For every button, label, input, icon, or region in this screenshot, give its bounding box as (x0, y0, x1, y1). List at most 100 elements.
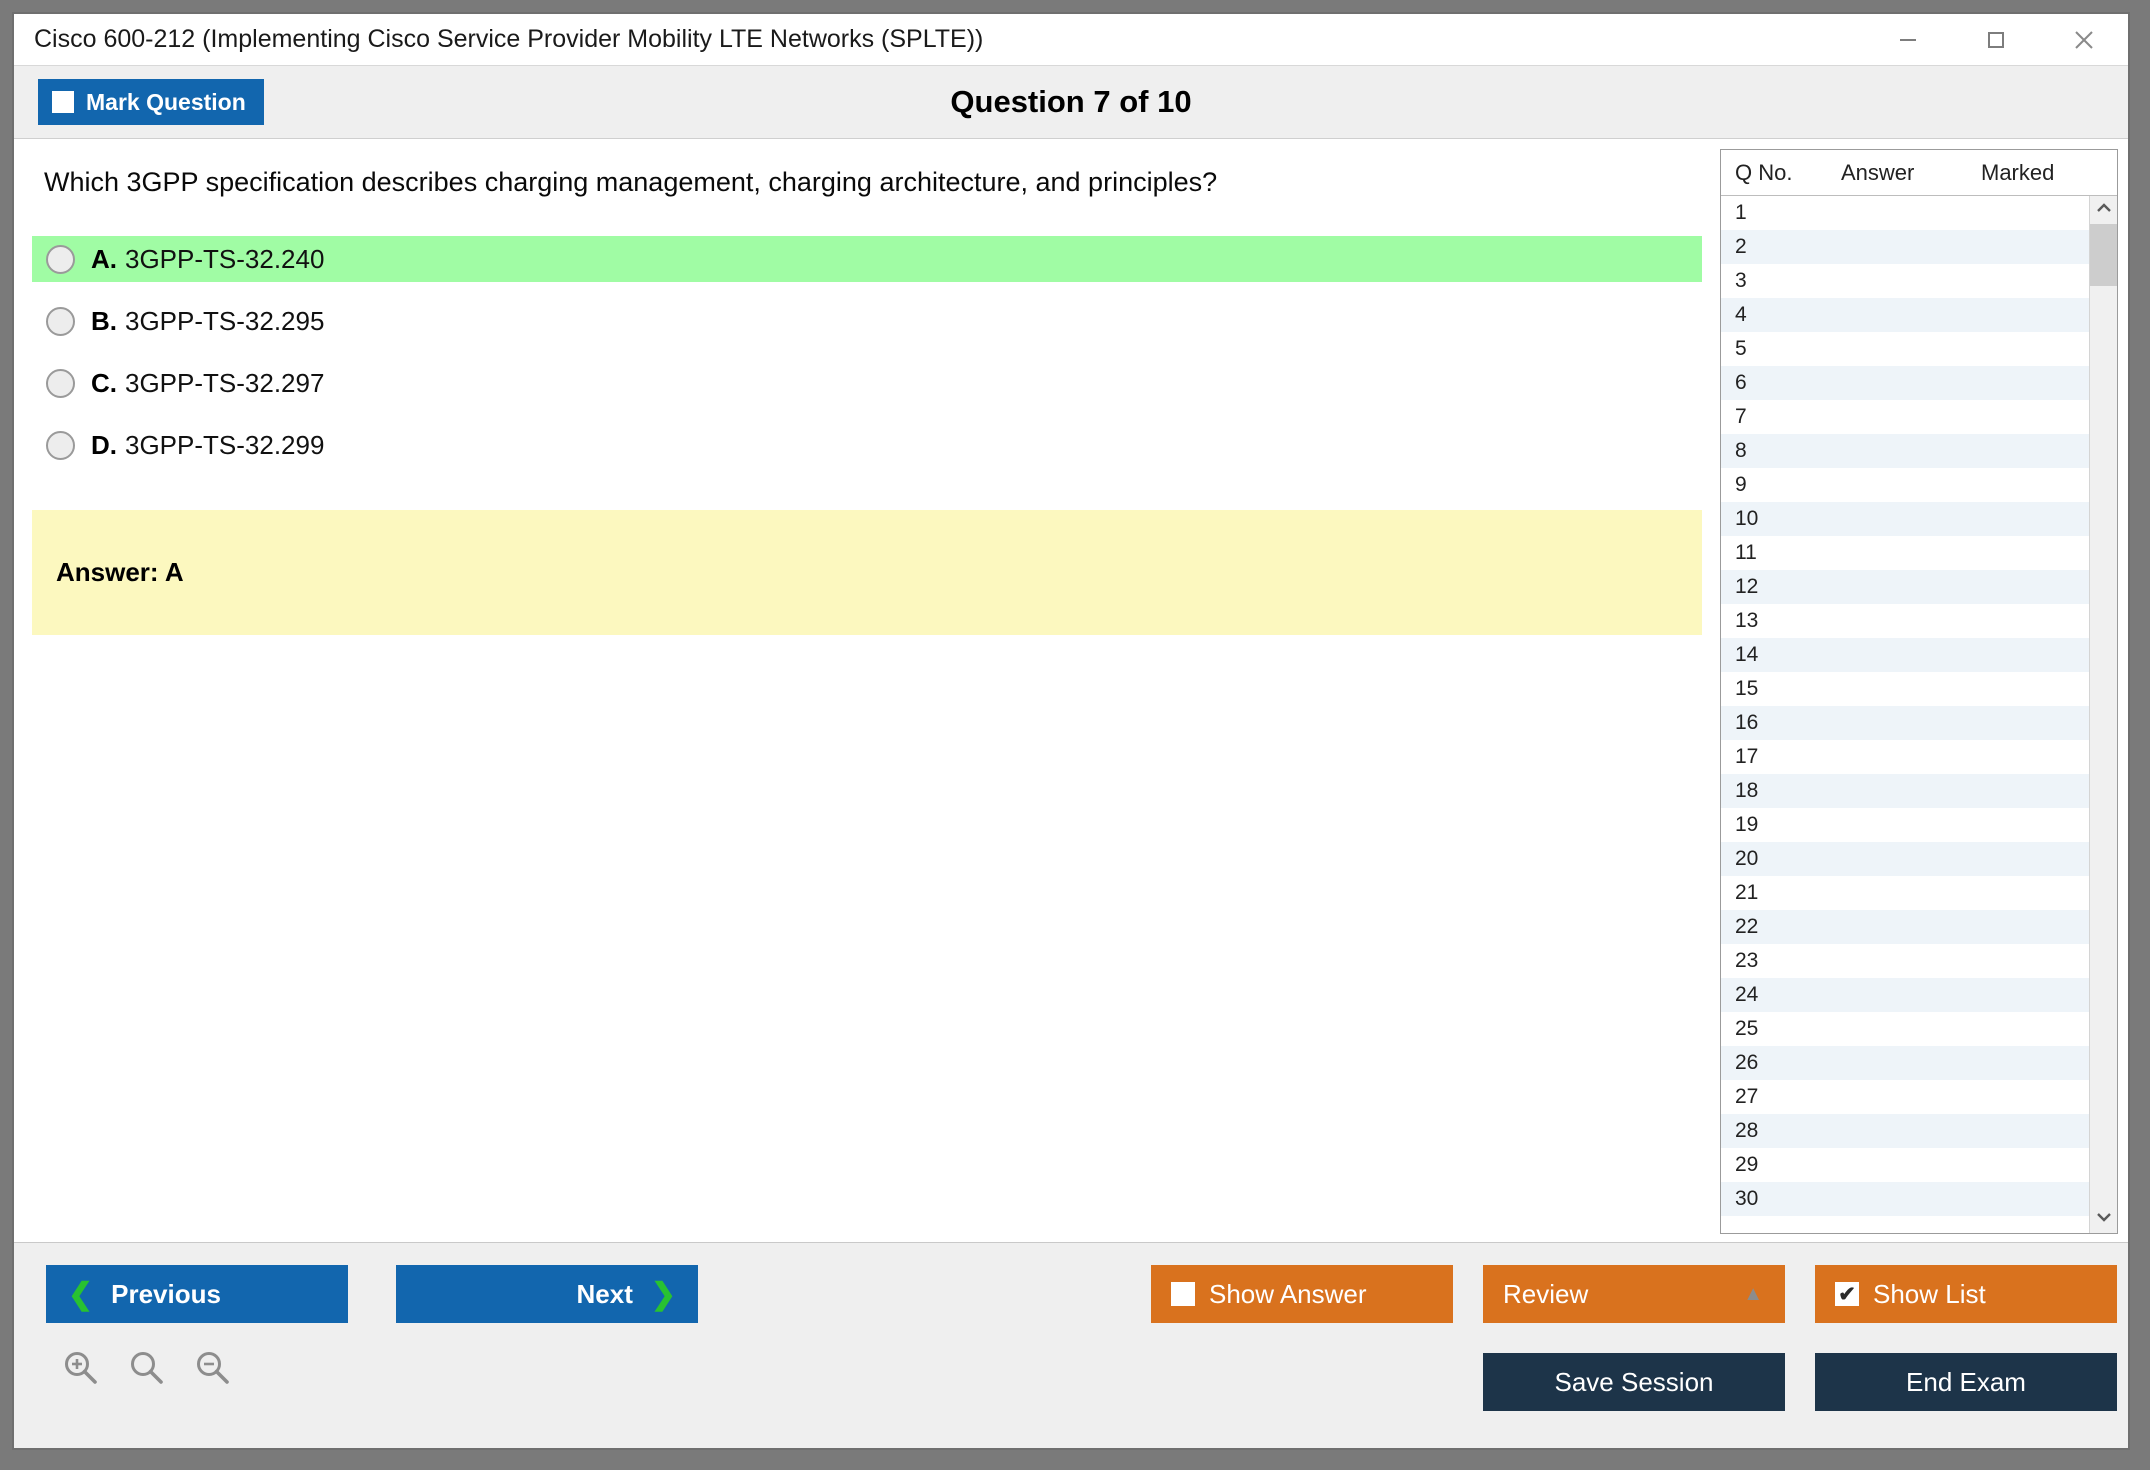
question-list-row[interactable]: 11 (1721, 536, 2089, 570)
question-list-row[interactable]: 19 (1721, 808, 2089, 842)
question-list-row[interactable]: 30 (1721, 1182, 2089, 1216)
minimize-button[interactable] (1864, 14, 1952, 65)
question-list-row[interactable]: 26 (1721, 1046, 2089, 1080)
radio-icon-c[interactable] (46, 368, 75, 398)
question-list-row[interactable]: 16 (1721, 706, 2089, 740)
question-list-row[interactable]: 10 (1721, 502, 2089, 536)
title-bar: Cisco 600-212 (Implementing Cisco Servic… (14, 14, 2128, 66)
previous-button[interactable]: ❮ Previous (46, 1265, 348, 1323)
close-button[interactable] (2040, 14, 2128, 65)
question-list-row[interactable]: 18 (1721, 774, 2089, 808)
scrollbar-thumb[interactable] (2090, 224, 2117, 286)
end-exam-button[interactable]: End Exam (1815, 1353, 2117, 1411)
question-pane: Which 3GPP specification describes charg… (14, 139, 1720, 1242)
question-list-header: Q No. Answer Marked (1721, 150, 2117, 196)
maximize-icon (1983, 27, 2009, 53)
scroll-down-button[interactable] (2090, 1205, 2117, 1233)
chevron-left-icon: ❮ (68, 1277, 94, 1311)
radio-icon-b[interactable] (46, 306, 75, 336)
option-letter-c: C. (91, 367, 117, 398)
option-text-b: 3GPP-TS-32.295 (125, 305, 325, 336)
body-area: Which 3GPP specification describes charg… (14, 138, 2128, 1242)
option-row-a[interactable]: A. 3GPP-TS-32.240 (32, 236, 1702, 283)
question-list-row[interactable]: 25 (1721, 1012, 2089, 1046)
question-list-row-qno: 8 (1735, 439, 1747, 462)
question-list-row-qno: 27 (1735, 1085, 1759, 1108)
question-list-row[interactable]: 1 (1721, 196, 2089, 230)
question-list-row[interactable]: 5 (1721, 332, 2089, 366)
question-list-row-qno: 5 (1735, 337, 1747, 360)
close-icon (2069, 25, 2099, 55)
question-list-row[interactable]: 17 (1721, 740, 2089, 774)
minimize-icon (1895, 27, 1921, 53)
question-list-row-qno: 1 (1735, 201, 1747, 224)
question-list-row[interactable]: 22 (1721, 910, 2089, 944)
question-list-row-qno: 19 (1735, 813, 1759, 836)
question-list-row[interactable]: 8 (1721, 434, 2089, 468)
question-list-row[interactable]: 13 (1721, 604, 2089, 638)
question-list-row-qno: 21 (1735, 881, 1759, 904)
question-list-scrollbar[interactable] (2089, 196, 2117, 1233)
exam-window: Cisco 600-212 (Implementing Cisco Servic… (12, 12, 2130, 1450)
show-answer-button[interactable]: Show Answer (1151, 1265, 1453, 1323)
question-list-panel: Q No. Answer Marked 1 2 3 4 5 6 7 8 9 10 11 12 13 14 1… (1720, 149, 2118, 1234)
next-button[interactable]: Next ❯ (396, 1265, 698, 1323)
question-list-row[interactable]: 14 (1721, 638, 2089, 672)
question-list-row[interactable]: 15 (1721, 672, 2089, 706)
chevron-down-icon (2096, 1210, 2112, 1228)
checkmark-icon: ✔ (1838, 1282, 1856, 1306)
show-list-checkbox-icon[interactable]: ✔ (1835, 1282, 1859, 1306)
footer-toolbar: ❮ Previous Next ❯ Show Answer Review ▲ ✔… (14, 1242, 2128, 1448)
scrollbar-track[interactable] (2090, 224, 2117, 1205)
zoom-out-icon[interactable] (194, 1349, 232, 1387)
maximize-button[interactable] (1952, 14, 2040, 65)
save-session-button[interactable]: Save Session (1483, 1353, 1785, 1411)
option-letter-d: D. (91, 429, 117, 460)
answer-text: Answer: A (56, 557, 184, 588)
mark-question-checkbox-icon[interactable] (52, 91, 74, 113)
option-letter-b: B. (91, 305, 117, 336)
option-row-c[interactable]: C. 3GPP-TS-32.297 (32, 360, 1702, 406)
question-text: Which 3GPP specification describes charg… (44, 167, 1218, 197)
triangle-up-icon: ▲ (1743, 1282, 1763, 1305)
option-text-c: 3GPP-TS-32.297 (125, 367, 325, 398)
show-answer-checkbox-icon[interactable] (1171, 1282, 1195, 1306)
question-list-row[interactable]: 4 (1721, 298, 2089, 332)
question-list-row-qno: 22 (1735, 915, 1759, 938)
option-letter-a: A. (91, 243, 117, 274)
question-list-row[interactable]: 21 (1721, 876, 2089, 910)
question-list-row[interactable]: 3 (1721, 264, 2089, 298)
question-list-row[interactable]: 20 (1721, 842, 2089, 876)
previous-label: Previous (111, 1278, 221, 1309)
question-list-row[interactable]: 9 (1721, 468, 2089, 502)
show-list-button[interactable]: ✔ Show List (1815, 1265, 2117, 1323)
question-list-row-qno: 13 (1735, 609, 1759, 632)
chevron-up-icon (2096, 201, 2112, 219)
question-list-row-qno: 30 (1735, 1187, 1759, 1210)
column-header-qno: Q No. (1735, 159, 1793, 185)
mark-question-label: Mark Question (86, 88, 246, 115)
question-list-row[interactable]: 27 (1721, 1080, 2089, 1114)
question-list-row[interactable]: 24 (1721, 978, 2089, 1012)
question-list-scroll-area: 1 2 3 4 5 6 7 8 9 10 11 12 13 14 15 16 17 18 19 20 21 22 23 24 2… (1721, 196, 2117, 1233)
window-controls (1864, 14, 2128, 65)
question-list-row[interactable]: 23 (1721, 944, 2089, 978)
question-list-row[interactable]: 28 (1721, 1114, 2089, 1148)
zoom-reset-icon[interactable] (128, 1349, 166, 1387)
option-row-d[interactable]: D. 3GPP-TS-32.299 (32, 422, 1702, 468)
question-list-row[interactable]: 7 (1721, 400, 2089, 434)
mark-question-button[interactable]: Mark Question (38, 79, 264, 125)
radio-icon-a[interactable] (46, 244, 75, 274)
question-counter: Question 7 of 10 (950, 84, 1192, 119)
question-list-row[interactable]: 6 (1721, 366, 2089, 400)
question-list-row[interactable]: 12 (1721, 570, 2089, 604)
review-dropdown-button[interactable]: Review ▲ (1483, 1265, 1785, 1323)
review-label: Review (1503, 1278, 1589, 1309)
option-row-b[interactable]: B. 3GPP-TS-32.295 (32, 298, 1702, 344)
zoom-in-icon[interactable] (62, 1349, 100, 1387)
question-list-row[interactable]: 2 (1721, 230, 2089, 264)
question-list-row[interactable]: 29 (1721, 1148, 2089, 1182)
scroll-up-button[interactable] (2090, 196, 2117, 224)
radio-icon-d[interactable] (46, 430, 75, 460)
question-list-row-qno: 2 (1735, 235, 1747, 258)
